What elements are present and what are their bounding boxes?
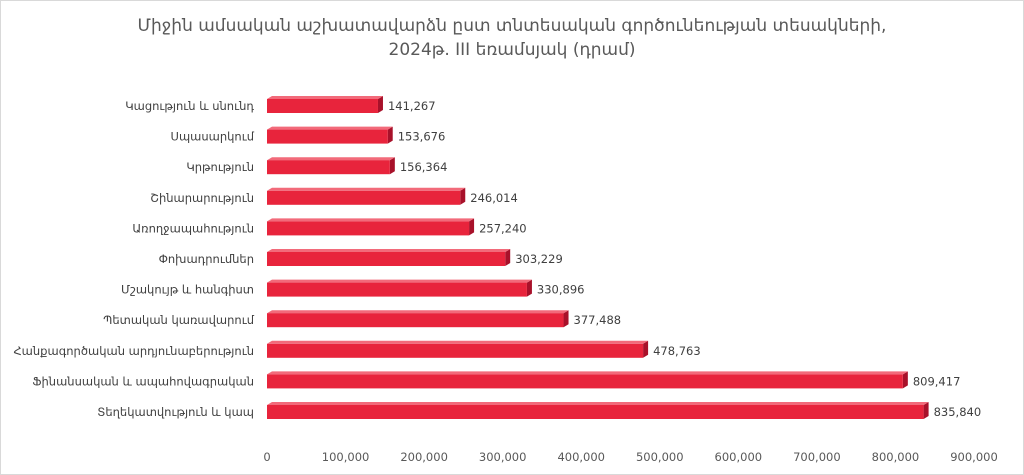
bar-side xyxy=(563,310,569,328)
value-label: 156,364 xyxy=(400,160,448,174)
category-label: Մշակույթ և հանգիստ xyxy=(121,283,254,297)
bar xyxy=(267,405,924,419)
bar-side xyxy=(469,218,475,236)
bar xyxy=(267,252,506,266)
bar-side xyxy=(377,96,383,113)
value-label: 153,676 xyxy=(398,130,446,144)
value-label: 377,488 xyxy=(574,313,622,327)
bar xyxy=(267,160,390,175)
bar-side xyxy=(505,249,511,266)
bar xyxy=(267,374,903,389)
bar xyxy=(267,221,470,236)
bar-top xyxy=(267,187,466,191)
bar-side xyxy=(643,340,649,358)
bar xyxy=(267,282,527,297)
category-label: Փոխադրումներ xyxy=(159,252,254,266)
bar-side xyxy=(526,279,532,297)
category-label: Շինարարություն xyxy=(150,191,254,205)
chart-title-line-1: Միջին ամսական աշխատավարձն ըստ տնտեսական … xyxy=(137,16,887,36)
value-label: 809,417 xyxy=(913,374,961,388)
bar-top xyxy=(267,340,649,344)
category-label: Տեղեկատվություն և կապ xyxy=(97,405,254,419)
category-label: Պետական կառավարում xyxy=(103,313,255,327)
bar-side xyxy=(902,371,908,389)
chart-title: Միջին ամսական աշխատավարձն ըստ տնտեսական … xyxy=(0,14,1024,62)
x-tick-label: 900,000 xyxy=(950,450,998,464)
bar-top xyxy=(267,279,532,283)
bar-side xyxy=(387,126,393,144)
x-tick-label: 0 xyxy=(263,450,270,464)
bar xyxy=(267,190,461,205)
bar-top xyxy=(267,310,569,314)
x-tick-label: 500,000 xyxy=(636,450,684,464)
value-label: 303,229 xyxy=(515,252,563,266)
bar xyxy=(267,343,644,358)
bar-top xyxy=(267,402,929,405)
bar-top xyxy=(267,218,475,222)
bar-top xyxy=(267,249,511,252)
value-label: 246,014 xyxy=(470,191,518,205)
bar-side xyxy=(389,157,395,175)
bar-side xyxy=(923,402,929,419)
x-tick-label: 300,000 xyxy=(479,450,527,464)
category-label: Ֆինանսական և ապահովագրական xyxy=(32,374,254,388)
bar-top xyxy=(267,96,383,99)
bar-top xyxy=(267,371,908,375)
bar-top xyxy=(267,157,395,161)
chart-title-line-2: 2024թ. III եռամսյակ (դրամ) xyxy=(388,40,636,60)
x-tick-label: 600,000 xyxy=(715,450,763,464)
value-label: 141,267 xyxy=(388,99,436,113)
category-label: Սպասարկում xyxy=(171,130,255,144)
value-label: 257,240 xyxy=(479,221,527,235)
x-tick-label: 200,000 xyxy=(400,450,448,464)
bar xyxy=(267,129,388,144)
value-label: 330,896 xyxy=(537,283,585,297)
x-tick-label: 400,000 xyxy=(557,450,605,464)
category-label: Կացություն և սնունդ xyxy=(125,99,254,113)
x-tick-label: 800,000 xyxy=(872,450,920,464)
value-label: 478,763 xyxy=(653,344,701,358)
x-tick-label: 700,000 xyxy=(793,450,841,464)
bar xyxy=(267,99,378,113)
bar-top xyxy=(267,126,393,130)
category-label: Հանքագործական արդյունաբերություն xyxy=(13,344,254,358)
x-tick-label: 100,000 xyxy=(322,450,370,464)
bar-side xyxy=(460,187,466,205)
bar xyxy=(267,313,564,328)
category-label: Կրթություն xyxy=(186,160,254,174)
value-label: 835,840 xyxy=(934,405,982,419)
category-label: Առողջապահություն xyxy=(132,221,254,235)
